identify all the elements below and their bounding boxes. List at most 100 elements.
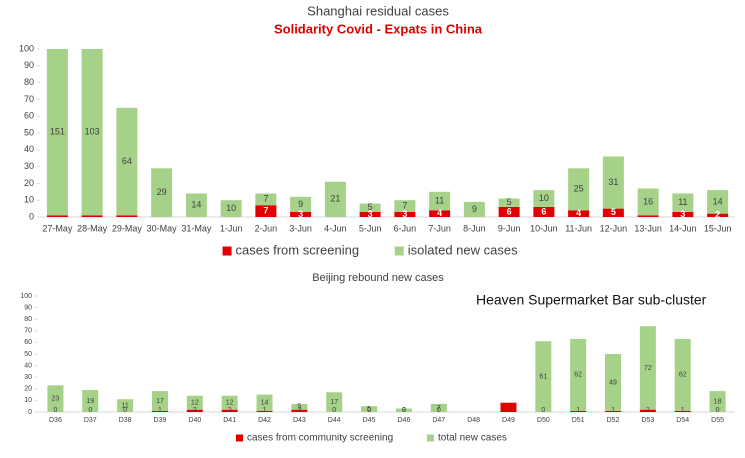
bar-segment [637, 188, 659, 216]
x-tick-label: 15-Jun [704, 223, 732, 233]
bar-segment [570, 338, 587, 411]
x-tick-label: D40 [188, 417, 201, 424]
x-tick-label: 14-Jun [669, 223, 697, 233]
data-label: 1 [611, 407, 615, 414]
data-label: 0 [88, 407, 92, 414]
bar-segment [324, 181, 346, 217]
y-tick-label: 70 [24, 328, 32, 335]
bar-segment [430, 403, 447, 412]
bar-segment [602, 156, 624, 209]
bar-segment [185, 193, 207, 217]
y-tick-label: 90 [24, 60, 34, 70]
data-label: 0 [402, 407, 406, 414]
data-label: 12 [226, 400, 234, 407]
data-label: 6 [541, 206, 546, 216]
bar-segment [151, 391, 168, 411]
data-label: 29 [157, 187, 167, 197]
data-label: 0 [123, 407, 127, 414]
y-tick-label: 90 [24, 304, 32, 311]
x-tick-label: 4-Jun [324, 223, 347, 233]
bar-segment [151, 168, 173, 217]
data-label: 1 [263, 407, 267, 414]
x-tick-label: D38 [119, 417, 132, 424]
x-tick-label: D54 [676, 417, 689, 424]
data-label: 21 [330, 194, 340, 204]
data-label: 62 [574, 372, 582, 379]
x-tick-label: 28-May [77, 223, 108, 233]
y-tick-label: 80 [24, 77, 34, 87]
data-label: 2 [193, 407, 197, 414]
x-tick-label: 2-Jun [255, 223, 278, 233]
bar-segment [639, 326, 656, 410]
legend-swatch [222, 246, 232, 256]
bar-segment [568, 168, 590, 211]
x-tick-label: D39 [154, 417, 167, 424]
data-label: 16 [643, 196, 653, 206]
x-tick-label: 27-May [42, 223, 73, 233]
bar-segment [221, 395, 238, 410]
data-label: 64 [122, 156, 132, 166]
bar-segment [605, 354, 622, 411]
data-label: 3 [298, 209, 303, 219]
bar-segment [395, 408, 412, 412]
x-tick-label: D50 [537, 417, 550, 424]
data-label: 5 [507, 197, 512, 207]
bar-segment [221, 409, 238, 412]
annotation: Heaven Supermarket Bar sub-cluster [476, 292, 707, 308]
bar-segment [46, 215, 68, 217]
y-tick-label: 10 [24, 195, 34, 205]
bar-segment [82, 389, 99, 412]
x-tick-label: 29-May [112, 223, 143, 233]
x-tick-label: D52 [607, 417, 620, 424]
legend-label: cases from screening [236, 242, 360, 257]
data-label: 18 [714, 398, 722, 405]
bar-segment [707, 213, 729, 217]
bar-segment [117, 399, 134, 412]
bar-segment [672, 211, 694, 217]
data-label: 14 [191, 200, 201, 210]
bar-segment [361, 406, 378, 412]
data-label: 4 [437, 208, 442, 218]
bar-segment [463, 201, 485, 217]
x-tick-label: 7-Jun [428, 223, 451, 233]
x-tick-label: D45 [363, 417, 376, 424]
data-label: 5 [368, 202, 373, 212]
data-label: 4 [576, 208, 581, 218]
bar-segment [570, 410, 587, 412]
legend-swatch [236, 434, 243, 442]
legend-label: cases from community screening [247, 433, 393, 444]
y-tick-label: 40 [24, 362, 32, 369]
x-tick-label: 11-Jun [565, 223, 592, 233]
data-label: 3 [402, 209, 407, 219]
x-tick-label: D44 [328, 417, 341, 424]
data-label: 11 [435, 195, 444, 205]
data-label: 7 [263, 205, 268, 215]
y-tick-label: 0 [28, 409, 32, 416]
x-tick-label: 6-Jun [394, 223, 417, 233]
bar-segment [533, 190, 555, 207]
data-label: 103 [85, 127, 100, 137]
x-tick-label: D46 [398, 417, 411, 424]
data-label: 14 [713, 196, 723, 206]
bar-segment [291, 409, 308, 412]
x-tick-label: 9-Jun [498, 223, 521, 233]
y-tick-label: 20 [24, 386, 32, 393]
x-tick-label: 30-May [147, 223, 178, 233]
bar-segment [498, 198, 520, 207]
data-label: 23 [52, 396, 60, 403]
legend-label: isolated new cases [408, 242, 518, 257]
bar-segment [186, 395, 203, 410]
x-tick-label: D47 [432, 417, 445, 424]
x-tick-label: 31-May [181, 223, 212, 233]
bar-segment [639, 409, 656, 412]
data-label: 1 [681, 407, 685, 414]
y-tick-label: 80 [24, 316, 32, 323]
data-label: 0 [437, 407, 441, 414]
bar-segment [256, 394, 273, 411]
x-tick-label: D48 [467, 417, 480, 424]
bar-segment [47, 385, 64, 412]
x-tick-label: 5-Jun [359, 223, 382, 233]
data-label: 9 [298, 199, 303, 209]
data-label: 10 [226, 203, 236, 213]
